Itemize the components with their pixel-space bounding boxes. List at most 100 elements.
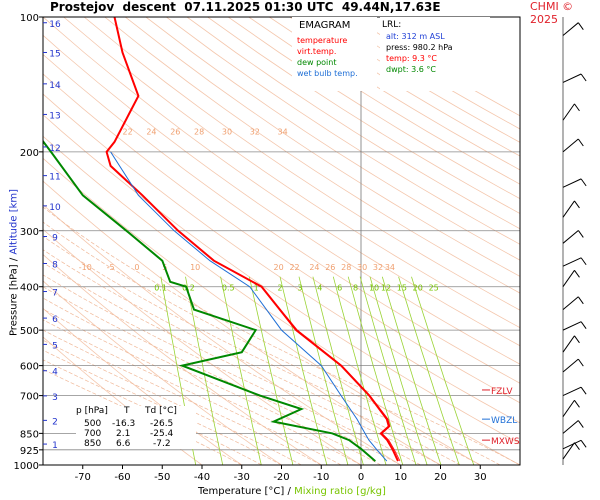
mixing-ratio-line <box>248 276 294 465</box>
x-tick-label: 30 <box>474 472 487 483</box>
wind-barb <box>562 358 579 373</box>
mixing-ratio-label: 6 <box>337 284 342 293</box>
y-tick-label: 925 <box>20 446 39 457</box>
wind-barb-flag <box>580 440 587 448</box>
wind-barb <box>562 200 575 218</box>
wind-barb <box>562 386 582 397</box>
credit-link[interactable]: CHMI © 2025 <box>530 0 574 26</box>
isotherm-label: 24 <box>146 128 156 137</box>
mixing-ratio-line <box>312 276 364 465</box>
x-axis-label-2: Mixing ratio [g/kg] <box>294 486 386 497</box>
y-axis-title: Pressure [hPa] / Altitude [km] <box>8 188 20 337</box>
table-header-td: Td [°C] <box>145 406 177 416</box>
mixing-ratio-line <box>398 276 460 465</box>
wind-barb <box>562 230 579 244</box>
x-tick-label: -20 <box>273 472 289 483</box>
y-tick-label: 200 <box>20 148 39 159</box>
isotherm-label: 30 <box>357 263 367 272</box>
y-tick-label: 700 <box>20 392 39 403</box>
x-axis-label: Temperature [°C] <box>198 486 285 497</box>
altitude-tick-label: 9 <box>52 234 58 244</box>
mixing-ratio-line <box>381 276 442 465</box>
mixing-ratio-label: 0.2 <box>182 284 195 293</box>
legend-item-virt-temp: virt.temp. <box>297 47 337 56</box>
series-virt-temp-line <box>106 17 401 462</box>
wind-barb-flag <box>577 420 584 428</box>
y-tick-label: 300 <box>20 227 39 238</box>
y-tick-label: 600 <box>20 362 39 373</box>
lrl-alt: alt: 312 m ASL <box>386 32 445 41</box>
isotherm-label: 34 <box>278 128 288 137</box>
wind-barb <box>562 257 582 267</box>
chart-axes: -70 -60 -50 -40 -30 -20 -10 0 10 20 30100200300400… <box>14 13 521 483</box>
x-tick-label: 0 <box>358 472 364 483</box>
dry-adiabat-line <box>43 73 520 404</box>
mixing-ratio-label: 4 <box>317 284 322 293</box>
isotherm-label: 26 <box>325 263 335 272</box>
lrl-dwpt: dwpt: 3.6 °C <box>386 65 436 74</box>
mixing-ratio-label: 20 <box>413 284 423 293</box>
x-tick-label: -60 <box>114 472 130 483</box>
table-cell: -25.4 <box>150 429 174 439</box>
wind-barb-flag <box>574 399 580 408</box>
lrl-temp: temp: 9.3 °C <box>386 54 438 63</box>
mixing-ratio-label: 0.5 <box>222 284 235 293</box>
table-cell: 6.6 <box>116 439 131 449</box>
isotherm-label: 34 <box>385 263 395 272</box>
wind-barb <box>562 321 582 331</box>
y-tick-label: 1000 <box>14 461 39 472</box>
wind-barb <box>562 439 582 450</box>
table-header-t: T <box>124 406 130 416</box>
mixing-ratio-label: 12 <box>381 284 391 293</box>
isotherm-label: -10 <box>79 263 92 272</box>
wind-barb-flag <box>577 22 584 30</box>
isotherm-label: 26 <box>170 128 180 137</box>
dry-adiabat-line <box>43 254 322 465</box>
y-tick-label: 100 <box>20 13 39 24</box>
legend-title: EMAGRAM <box>299 20 351 31</box>
dry-adiabat-line <box>125 17 520 277</box>
wind-barb-flag <box>574 103 580 112</box>
altitude-tick-label: 5 <box>52 341 58 351</box>
wind-barb <box>562 442 575 460</box>
altitude-tick-label: 4 <box>52 368 58 378</box>
dry-adiabat-line <box>166 17 520 245</box>
x-tick-label: -10 <box>313 472 329 483</box>
table-cell: -16.3 <box>112 419 136 429</box>
wind-barb <box>562 73 582 83</box>
wind-barb-flag <box>574 335 580 344</box>
altitude-tick-label: 13 <box>49 111 60 121</box>
level-markers: FZLV WBZL MXWS <box>482 387 520 447</box>
level-marker-label: MXWS <box>491 437 520 447</box>
chart-header: Prostejov descent 07.11.2025 01:30 UTC 4… <box>50 0 441 14</box>
mixing-ratio-label: 3 <box>297 284 302 293</box>
altitude-tick-label: 11 <box>49 173 60 183</box>
altitude-tick-label: 1 <box>52 441 58 451</box>
table-row: 500 -16.3 -26.5 <box>76 419 196 429</box>
altitude-tick-label: 10 <box>49 203 61 213</box>
dry-adiabat-line <box>186 17 520 230</box>
wind-barbs-column <box>562 17 587 465</box>
wind-barb-flag <box>577 358 584 367</box>
dry-adiabat-line <box>104 17 520 294</box>
wind-barb <box>562 138 579 153</box>
chart-series <box>43 17 401 462</box>
mixing-ratio-line <box>185 276 224 465</box>
x-tick-label: -50 <box>154 472 170 483</box>
altitude-tick-label: 12 <box>49 144 60 154</box>
dry-adiabat-line <box>83 17 520 311</box>
mixing-ratio-line <box>220 276 262 465</box>
isotherm-label: 28 <box>341 263 351 272</box>
table-cell: 2.1 <box>116 429 131 439</box>
level-marker-label: WBZL <box>491 416 517 426</box>
dry-adiabat-line <box>227 17 520 200</box>
x-tick-label: -30 <box>234 472 250 483</box>
sounding-mode: descent <box>122 0 176 14</box>
lrl-title: LRL: <box>382 20 402 30</box>
y-tick-label: 400 <box>20 283 39 294</box>
lrl-press: press: 980.2 hPa <box>386 43 453 52</box>
dry-adiabat-line <box>43 280 282 465</box>
dry-adiabat-line <box>43 17 520 347</box>
isotherm-label: 32 <box>373 263 383 272</box>
mixing-ratio-line <box>347 276 404 465</box>
